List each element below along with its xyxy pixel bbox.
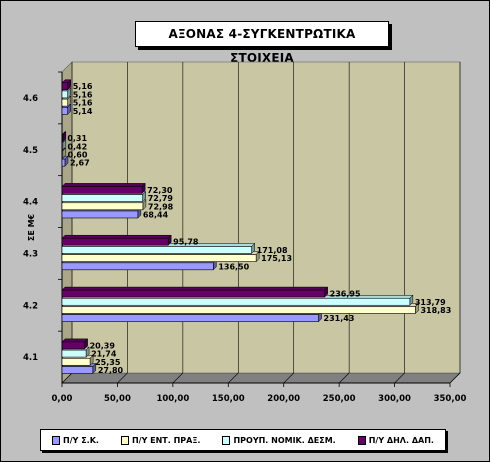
bar — [61, 202, 144, 211]
x-gridline-floor — [283, 372, 294, 384]
bar — [61, 289, 325, 298]
y-tick-label: 4.3 — [23, 249, 38, 259]
legend-item: Π/Υ ΕΝΤ. ΠΡΑΞ. — [120, 435, 201, 445]
data-label: 2,67 — [70, 159, 90, 168]
bar — [61, 349, 87, 358]
data-label: 25,35 — [95, 358, 121, 367]
bar — [61, 82, 69, 91]
bar-top — [61, 286, 329, 291]
data-label: 20,39 — [90, 341, 116, 350]
data-label: 0,42 — [67, 142, 87, 151]
x-tick-label: 150,00 — [212, 394, 245, 404]
x-tick-label: 50,00 — [104, 394, 131, 404]
legend-swatch — [357, 435, 366, 445]
legend-label: Π/Υ ΔΗΛ. ΔΑΠ. — [368, 435, 434, 445]
bar — [61, 314, 319, 322]
legend: Π/Υ Σ.Κ. Π/Υ ΕΝΤ. ΠΡΑΞ. ΠΡΟΥΠ. ΝΟΜΙΚ. ΔΕΣΜ… — [40, 429, 446, 451]
data-label: 72,30 — [147, 186, 173, 195]
y-axis-title: ΣΕ Μ€ — [27, 213, 36, 241]
x-tick-label: 250,00 — [323, 394, 356, 404]
data-label: 27,80 — [98, 366, 124, 375]
data-label: 5,14 — [73, 107, 93, 116]
bar — [61, 98, 69, 107]
data-label: 72,79 — [148, 194, 174, 203]
bar — [61, 134, 64, 142]
bar — [61, 107, 68, 115]
data-label: 318,83 — [420, 306, 451, 315]
bar — [61, 142, 64, 151]
legend-swatch — [222, 435, 231, 445]
data-label: 5,16 — [73, 82, 93, 91]
x-gridline-floor — [449, 372, 461, 384]
data-label: 5,16 — [73, 90, 93, 99]
bar — [61, 150, 64, 159]
bar — [61, 186, 143, 194]
bar — [61, 306, 416, 314]
legend-swatch — [120, 435, 129, 445]
legend-label: Π/Υ ΕΝΤ. ΠΡΑΞ. — [131, 435, 201, 445]
x-gridline-floor — [338, 372, 350, 384]
legend-label: Π/Υ Σ.Κ. — [63, 435, 99, 445]
bar — [61, 366, 94, 374]
data-label: 0,31 — [67, 134, 87, 143]
bar — [61, 262, 214, 271]
data-label: 72,98 — [148, 202, 174, 211]
x-tick-label: 100,00 — [156, 394, 189, 404]
x-gridline-floor — [117, 372, 128, 384]
y-tick-label: 4.4 — [23, 198, 38, 208]
legend-item: ΠΡΟΥΠ. ΝΟΜΙΚ. ΔΕΣΜ. — [222, 435, 336, 445]
bar — [61, 90, 69, 99]
y-tick-label: 4.5 — [23, 146, 38, 156]
x-tick-label: 300,00 — [378, 394, 411, 404]
data-label: 236,95 — [330, 290, 361, 299]
x-gridline-floor — [228, 372, 239, 384]
data-label: 136,50 — [218, 262, 249, 271]
y-tick-label: 4.2 — [23, 301, 38, 311]
x-tick-label: 350,00 — [434, 394, 467, 404]
legend-item: Π/Υ Σ.Κ. — [52, 435, 99, 445]
chart-title: ΑΞΟΝΑΣ 4-ΣΥΓΚΕΝΤΡΩΤΙΚΑ ΣΤΟΙΧΕΙΑ — [135, 21, 389, 65]
x-gridline-floor — [61, 372, 73, 384]
x-tick-label: 0,00 — [52, 394, 73, 404]
bar — [61, 297, 411, 306]
data-label: 231,43 — [324, 314, 355, 323]
x-gridline-floor — [394, 372, 405, 384]
legend-swatch — [52, 435, 60, 445]
y-tick-label: 4.6 — [23, 94, 38, 104]
bar — [61, 194, 143, 202]
bar-top — [61, 338, 89, 343]
data-label: 95,78 — [173, 238, 199, 247]
bar — [61, 158, 66, 167]
data-label: 5,16 — [73, 99, 93, 108]
bar-top — [61, 183, 146, 187]
data-label: 175,13 — [261, 254, 292, 263]
data-label: 313,79 — [415, 298, 446, 307]
bar — [61, 254, 257, 262]
x-tick-label: 200,00 — [267, 394, 300, 404]
legend-label: ΠΡΟΥΠ. ΝΟΜΙΚ. ΔΕΣΜ. — [233, 435, 336, 445]
bar — [61, 341, 85, 350]
x-gridline-floor — [172, 372, 184, 384]
bar — [61, 237, 169, 246]
y-tick-label: 4.1 — [23, 353, 38, 363]
bar-top — [61, 234, 172, 239]
bar — [61, 357, 91, 366]
bar — [61, 210, 139, 219]
legend-item: Π/Υ ΔΗΛ. ΔΑΠ. — [357, 435, 434, 445]
bar — [61, 246, 252, 254]
data-label: 21,74 — [91, 350, 117, 359]
data-label: 68,44 — [143, 210, 169, 219]
data-label: 0,60 — [68, 150, 88, 159]
data-label: 171,08 — [257, 246, 288, 255]
